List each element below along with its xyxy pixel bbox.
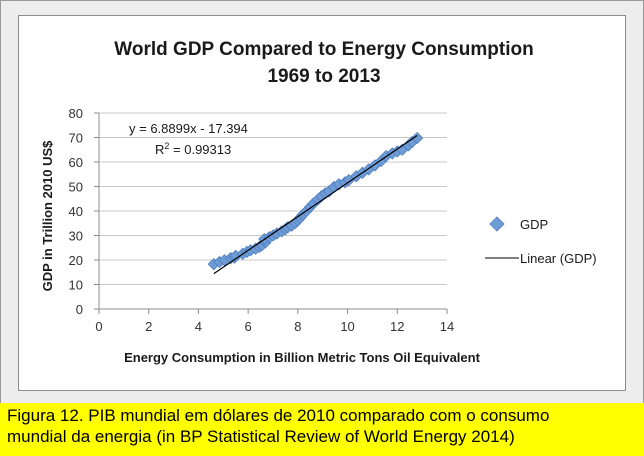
- y-tick-label-60: 60: [69, 155, 83, 170]
- legend-label-linear: Linear (GDP): [520, 251, 597, 266]
- y-tick-label-0: 0: [76, 302, 83, 317]
- legend-label-gdp: GDP: [520, 217, 548, 232]
- y-axis-label: GDP in Trillion 2010 US$: [40, 140, 55, 292]
- y-tick-label-70: 70: [69, 131, 83, 146]
- legend: GDP Linear (GDP): [485, 216, 597, 266]
- x-tick-label-6: 6: [245, 319, 252, 334]
- legend-marker-gdp: [489, 216, 505, 232]
- x-tick-label-10: 10: [340, 319, 354, 334]
- y-tick-label-20: 20: [69, 253, 83, 268]
- axes: [94, 112, 448, 314]
- x-tick-label-8: 8: [294, 319, 301, 334]
- figure-caption: Figura 12. PIB mundial em dólares de 201…: [0, 403, 644, 456]
- y-tick-label-50: 50: [69, 180, 83, 195]
- x-tick-labels: 0 2 4 6 8 10 12 14: [95, 319, 454, 334]
- caption-line-1: Figura 12. PIB mundial em dólares de 201…: [7, 406, 550, 425]
- y-tick-labels: 0 10 20 30 40 50 60 70 80: [69, 106, 83, 317]
- linear-trendline: [213, 135, 418, 275]
- x-tick-label-2: 2: [145, 319, 152, 334]
- trendline-series: [213, 135, 418, 275]
- caption-line-2: mundial da energia (in BP Statistical Re…: [7, 427, 515, 446]
- x-tick-label-12: 12: [390, 319, 404, 334]
- r-squared-label: R2 = 0.99313: [155, 141, 231, 157]
- r-squared-letter: R: [155, 142, 164, 157]
- y-tick-label-30: 30: [69, 229, 83, 244]
- r-squared-value: = 0.99313: [169, 142, 231, 157]
- x-axis-label: Energy Consumption in Billion Metric Ton…: [124, 350, 481, 365]
- chart-title-line-2: 1969 to 2013: [267, 66, 380, 87]
- x-tick-label-14: 14: [440, 319, 454, 334]
- scatter-chart: World GDP Compared to Energy Consumption…: [40, 39, 597, 365]
- chart-panel: World GDP Compared to Energy Consumption…: [18, 15, 626, 391]
- y-tick-label-10: 10: [69, 278, 83, 293]
- x-tick-label-0: 0: [95, 319, 102, 334]
- x-tick-label-4: 4: [195, 319, 202, 334]
- gdp-point-47: [411, 131, 424, 145]
- gridlines: [99, 112, 447, 285]
- chart-title-line-1: World GDP Compared to Energy Consumption: [114, 39, 533, 60]
- r-squared-exponent: 2: [164, 141, 169, 151]
- y-tick-label-80: 80: [69, 106, 83, 121]
- y-tick-label-40: 40: [69, 204, 83, 219]
- regression-equation: y = 6.8899x - 17.394: [129, 121, 248, 136]
